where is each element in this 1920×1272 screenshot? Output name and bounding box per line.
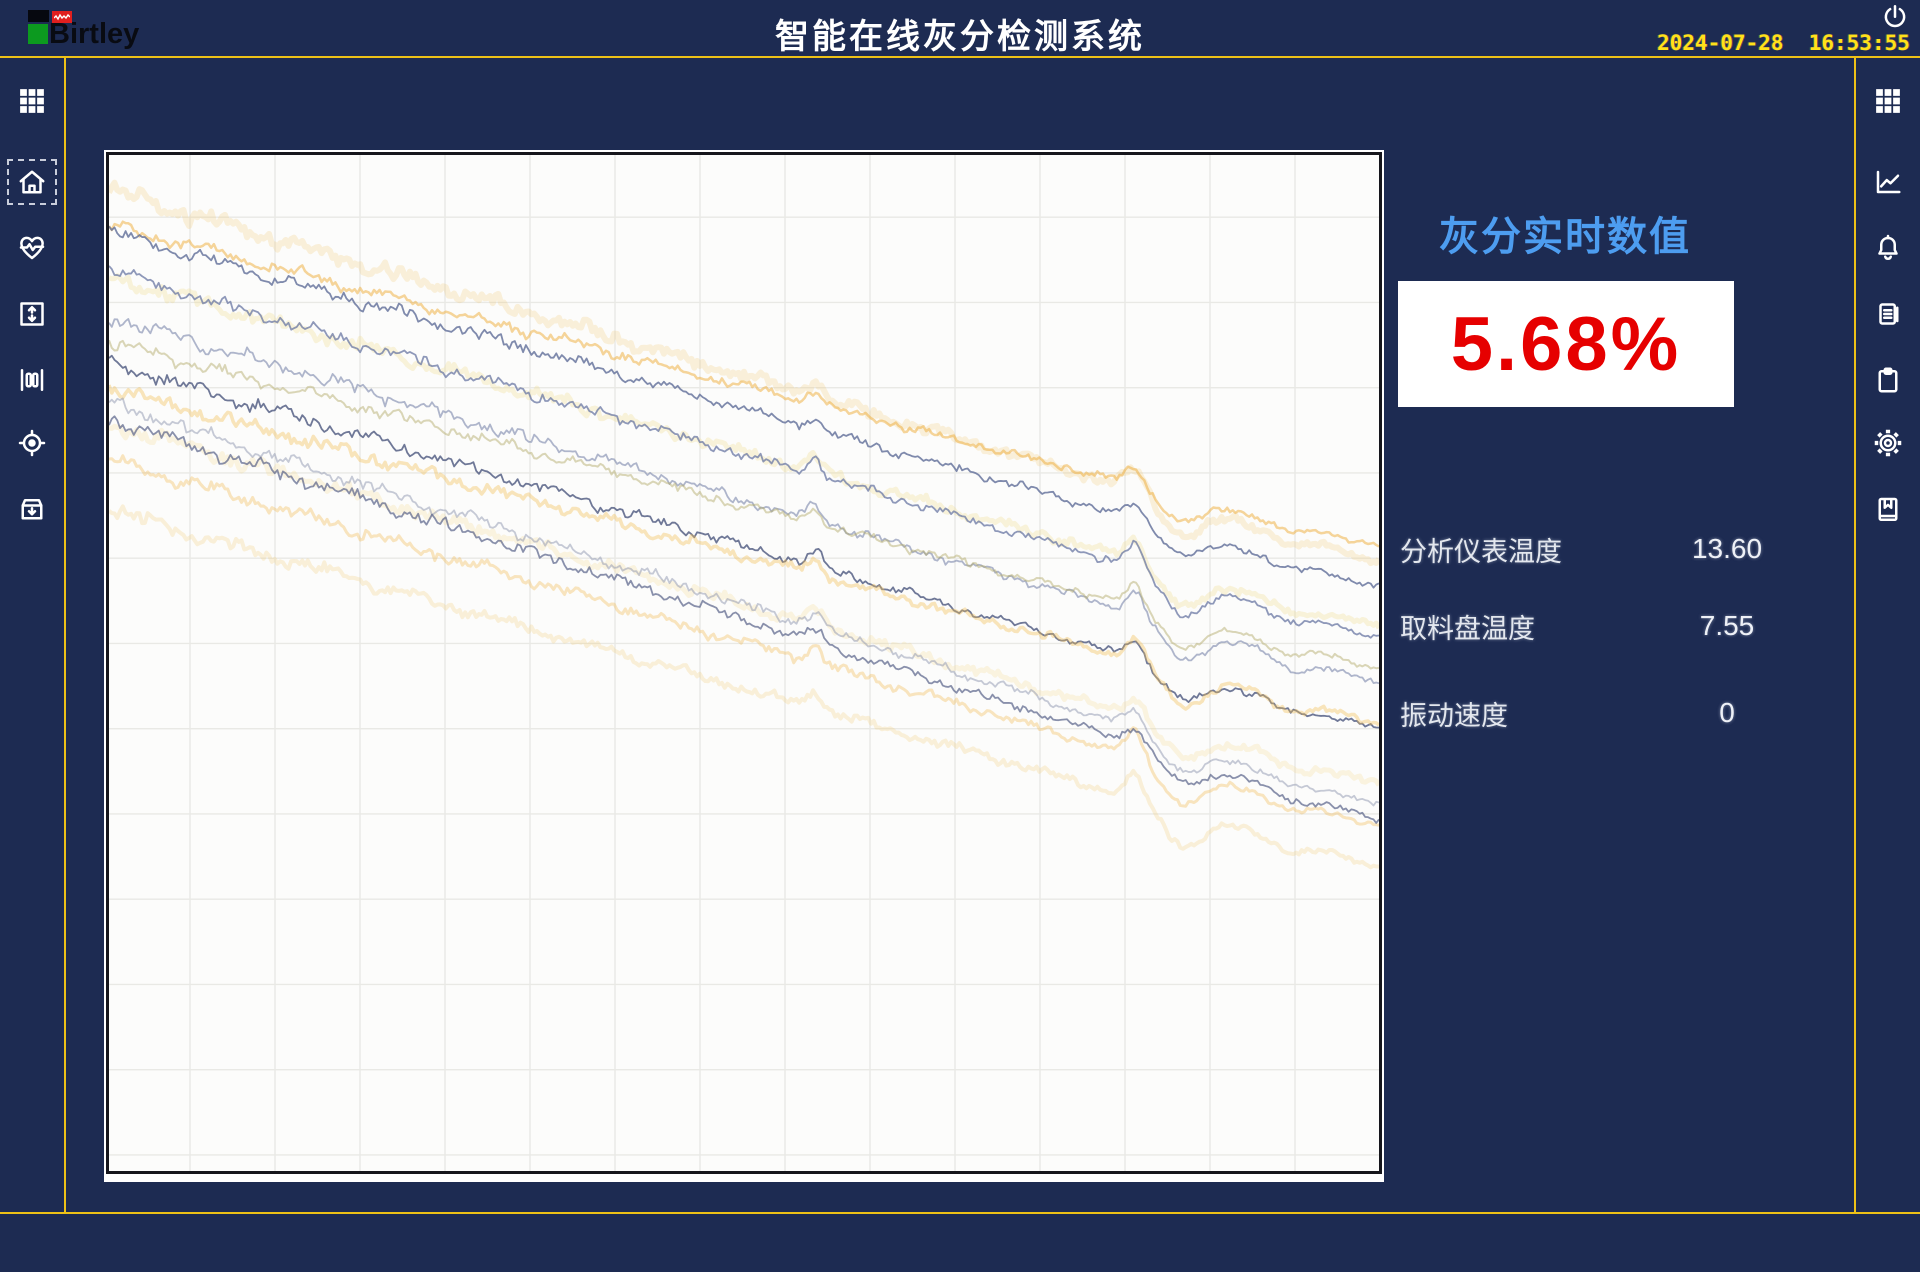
reading-value: 13.60 [1691,533,1763,564]
reading-value: 0 [1719,697,1735,728]
sidebar-item-apps-right[interactable] [1870,83,1906,119]
heartbeat-icon [19,236,45,260]
alarm-bell-icon [1878,234,1898,261]
multichannel-trend-plot [109,155,1379,1171]
header-bar: Birtley 智能在线灰分检测系统 2024-07-28 16:53:55 [0,0,1920,58]
sidebar-item-bookmark[interactable] [1870,491,1906,527]
sidebar-item-home[interactable] [14,164,50,200]
logo-red-block [52,11,72,23]
left-sidebar [0,58,66,1212]
plot-frame [106,152,1382,1174]
reading-value: 7.55 [1699,610,1755,641]
home-icon [19,170,45,194]
reading-vibration-speed: 振动速度 0 [1400,694,1792,732]
sidebar-item-apps[interactable] [14,83,50,119]
sidebar-item-range[interactable] [14,296,50,332]
task-clipboard-icon [1878,367,1898,393]
power-icon [1884,5,1906,28]
vertical-range-icon [20,302,44,326]
archive-download-icon [21,499,43,520]
reading-tray-temp: 取料盘温度 7.55 [1400,607,1792,645]
sidebar-item-archive[interactable] [14,491,50,527]
ash-value: 5.68% [1450,301,1682,387]
reading-label: 分析仪表温度 [1400,536,1562,567]
birtley-logo: Birtley [28,6,178,52]
right-sidebar [1854,58,1920,1212]
sidebar-item-alarm[interactable] [1870,230,1906,266]
reading-analyzer-temp: 分析仪表温度 13.60 [1400,530,1792,568]
power-button[interactable] [1880,3,1906,29]
sidebar-item-monitor[interactable] [14,230,50,266]
sidebar-item-settings[interactable] [1870,425,1906,461]
sidebar-item-report[interactable] [1870,296,1906,332]
logo-text: Birtley [49,18,140,50]
logo-signal-icon [54,13,70,21]
report-document-icon [1879,303,1899,325]
ash-value-box: 5.68% [1398,281,1734,407]
sidebar-item-trend[interactable] [1870,164,1906,200]
logo-green-block [28,24,48,44]
bookmark-save-icon [1878,497,1898,522]
home-selection-outline [7,159,57,205]
sidebar-item-target[interactable] [14,425,50,461]
logo-black-block [28,10,49,22]
datetime-display: 2024-07-28 16:53:55 [1657,31,1910,55]
reading-label: 振动速度 [1400,700,1508,731]
settings-gear-icon [1874,429,1902,457]
trend-chart-card [104,150,1384,1182]
sidebar-item-clipboard[interactable] [1870,362,1906,398]
target-position-icon [18,429,46,457]
footer-bar [0,1212,1920,1272]
material-columns-icon [20,369,44,391]
page-title: 智能在线灰分检测系统 [775,18,1145,56]
apps-grid-icon [20,89,44,113]
sidebar-item-columns[interactable] [14,362,50,398]
trend-chart-icon [1876,170,1901,194]
reading-label: 取料盘温度 [1400,613,1535,644]
ash-realtime-title: 灰分实时数值 [1439,215,1691,259]
apps-grid-icon [1876,89,1900,113]
